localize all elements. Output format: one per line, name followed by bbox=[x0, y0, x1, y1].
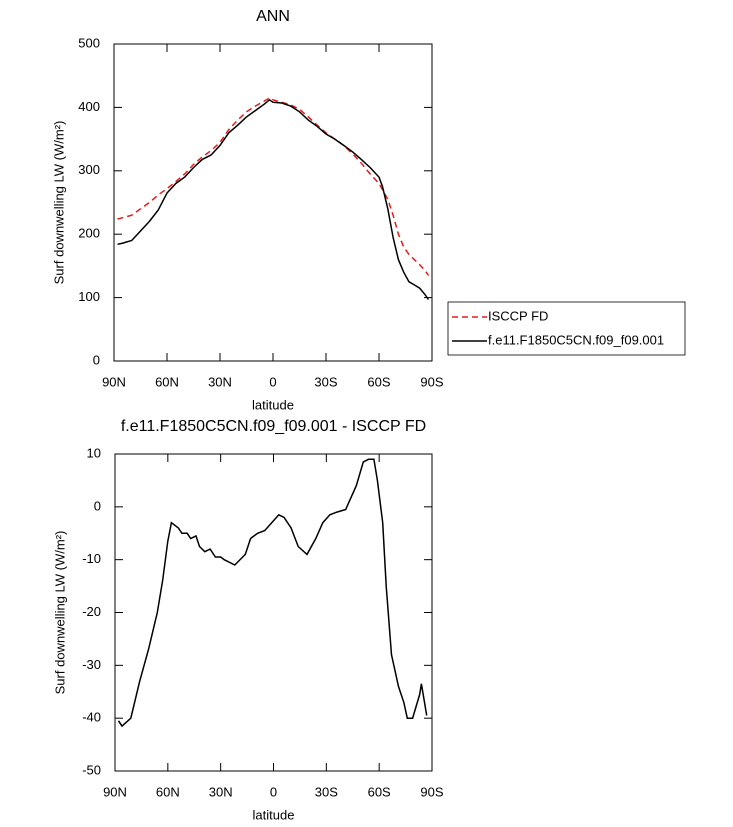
y-tick-label: 300 bbox=[78, 162, 100, 177]
x-axis-label: latitude bbox=[253, 807, 295, 822]
data-line bbox=[117, 458, 428, 728]
x-tick-label: 90N bbox=[102, 374, 126, 389]
y-axis-label: Surf downwelling LW (W/m²) bbox=[51, 121, 66, 285]
chart-title: f.e11.F1850C5CN.f09_f09.001 - ISCCP FD bbox=[121, 418, 426, 435]
x-axis-label: latitude bbox=[252, 397, 294, 412]
x-tick-label: 0 bbox=[269, 374, 276, 389]
x-tick-label: 60N bbox=[155, 374, 179, 389]
y-tick-label: 0 bbox=[94, 498, 101, 513]
y-tick-label: 400 bbox=[78, 99, 100, 114]
x-tick-label: 60S bbox=[367, 374, 390, 389]
x-tick-label: 30S bbox=[315, 784, 338, 799]
y-tick-label: 200 bbox=[78, 226, 100, 241]
data-line bbox=[117, 97, 430, 276]
y-axis-label: Surf downwelling LW (W/m²) bbox=[52, 531, 67, 695]
y-tick-label: -50 bbox=[82, 762, 101, 777]
x-tick-label: 30S bbox=[314, 374, 337, 389]
x-tick-label: 30N bbox=[208, 374, 232, 389]
plot-frame bbox=[113, 43, 433, 362]
data-line bbox=[117, 98, 430, 300]
chart-title: ANN bbox=[256, 8, 290, 25]
plot-frame bbox=[114, 453, 433, 772]
y-tick-label: 0 bbox=[93, 352, 100, 367]
legend-label: f.e11.F1850C5CN.f09_f09.001 bbox=[488, 332, 664, 347]
y-tick-label: 10 bbox=[87, 445, 101, 460]
legend-box bbox=[447, 301, 686, 356]
x-tick-label: 60N bbox=[156, 784, 180, 799]
y-tick-label: -40 bbox=[82, 710, 101, 725]
y-tick-label: -30 bbox=[82, 657, 101, 672]
x-tick-label: 30N bbox=[209, 784, 233, 799]
y-tick-label: 500 bbox=[78, 35, 100, 50]
y-tick-label: -10 bbox=[82, 551, 101, 566]
x-tick-label: 60S bbox=[368, 784, 391, 799]
x-tick-label: 90S bbox=[420, 784, 443, 799]
x-tick-label: 0 bbox=[270, 784, 277, 799]
y-tick-label: 100 bbox=[78, 289, 100, 304]
x-tick-label: 90S bbox=[420, 374, 443, 389]
y-tick-label: -20 bbox=[82, 604, 101, 619]
legend-label: ISCCP FD bbox=[488, 308, 548, 323]
x-tick-label: 90N bbox=[103, 784, 127, 799]
